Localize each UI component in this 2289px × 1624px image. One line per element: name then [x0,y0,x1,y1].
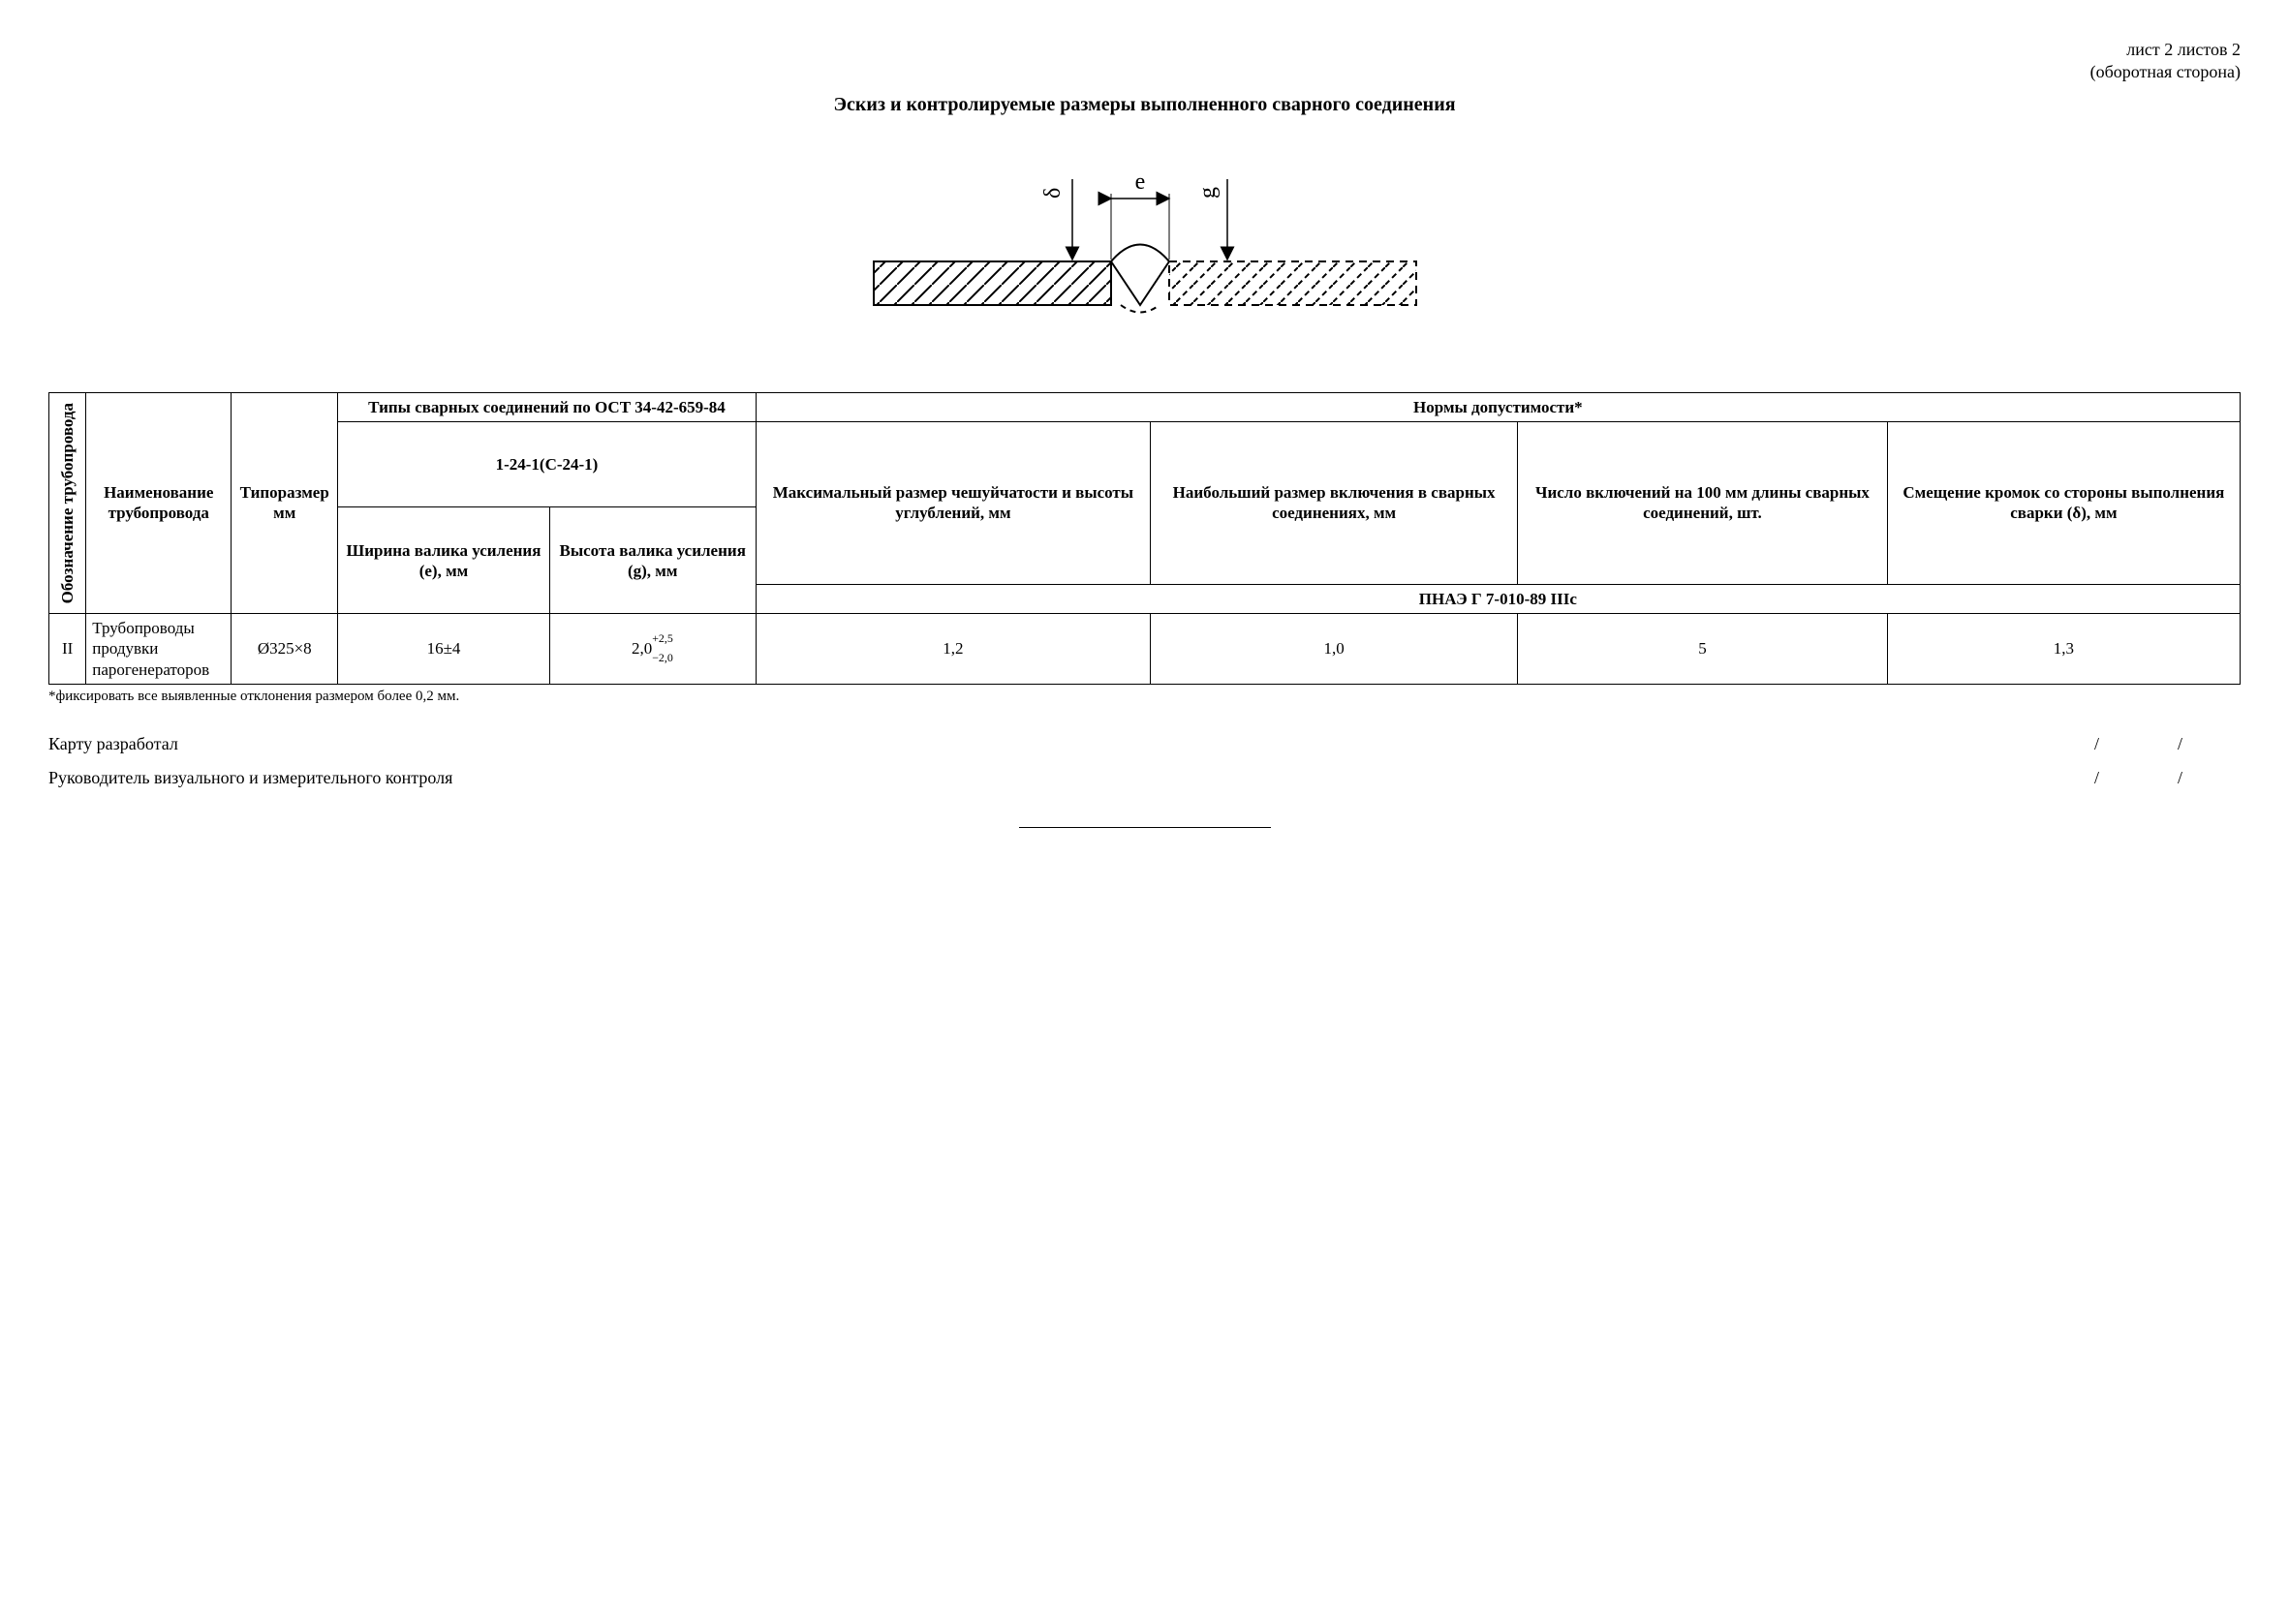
footnote: *фиксировать все выявленные отклонения р… [48,689,2241,705]
types-sub: 1-24-1(С-24-1) [338,422,756,507]
dim-g-label: g [1195,187,1221,199]
cell-designation: II [49,614,86,685]
table-row: II Трубопроводы продувки парогенераторов… [49,614,2241,685]
col-width-e: Ширина валика усиления (e), мм [338,507,549,614]
signature-block: Карту разработал / / Руководитель визуал… [48,734,2241,788]
sheet-side: (оборотная сторона) [48,61,2241,83]
col-norms-group: Нормы допустимости* [1413,398,1583,416]
cell-width-e: 16±4 [338,614,549,685]
cell-incl-count: 5 [1518,614,1888,685]
cell-offset: 1,3 [1887,614,2240,685]
page-header: лист 2 листов 2 (оборотная сторона) [48,39,2241,84]
col-designation: Обозначение трубопровода [55,397,79,609]
weld-diagram: e δ g [48,145,2241,363]
col-types-group: Типы сварных соединений по ОСТ 34-42-659… [368,398,726,416]
norm-roughness: Максимальный размер чешуйчатости и высот… [756,422,1150,585]
cell-roughness: 1,2 [756,614,1150,685]
col-size: Типоразмер мм [240,483,329,522]
norm-incl-size: Наибольший размер включения в сварных со… [1151,422,1518,585]
spec-table: Обозначение трубопровода Наименование тр… [48,392,2241,685]
sheet-number: лист 2 листов 2 [48,39,2241,61]
norm-incl-count: Число включений на 100 мм длины сварных … [1518,422,1888,585]
dim-delta-label: δ [1040,187,1066,198]
cell-name: Трубопроводы продувки парогенераторов [86,614,232,685]
cell-incl-size: 1,0 [1151,614,1518,685]
sig-slash-1: / / [1364,734,2241,754]
cell-size: Ø325×8 [232,614,338,685]
sig-developed: Карту разработал [48,734,1364,754]
col-name: Наименование трубопровода [104,483,213,522]
sig-lead: Руководитель визуального и измерительног… [48,768,1364,788]
col-height-g: Высота валика усиления (g), мм [549,507,756,614]
dim-e-label: e [1134,169,1145,195]
bottom-rule [1019,827,1271,828]
cell-height-g: 2,0+2,5−2,0 [549,614,756,685]
sig-slash-2: / / [1364,768,2241,788]
page-title: Эскиз и контролируемые размеры выполненн… [48,94,2241,116]
norm-offset: Смещение кромок со стороны выполнения св… [1887,422,2240,585]
norms-ref: ПНАЭ Г 7-010-89 IIIc [756,584,2240,613]
